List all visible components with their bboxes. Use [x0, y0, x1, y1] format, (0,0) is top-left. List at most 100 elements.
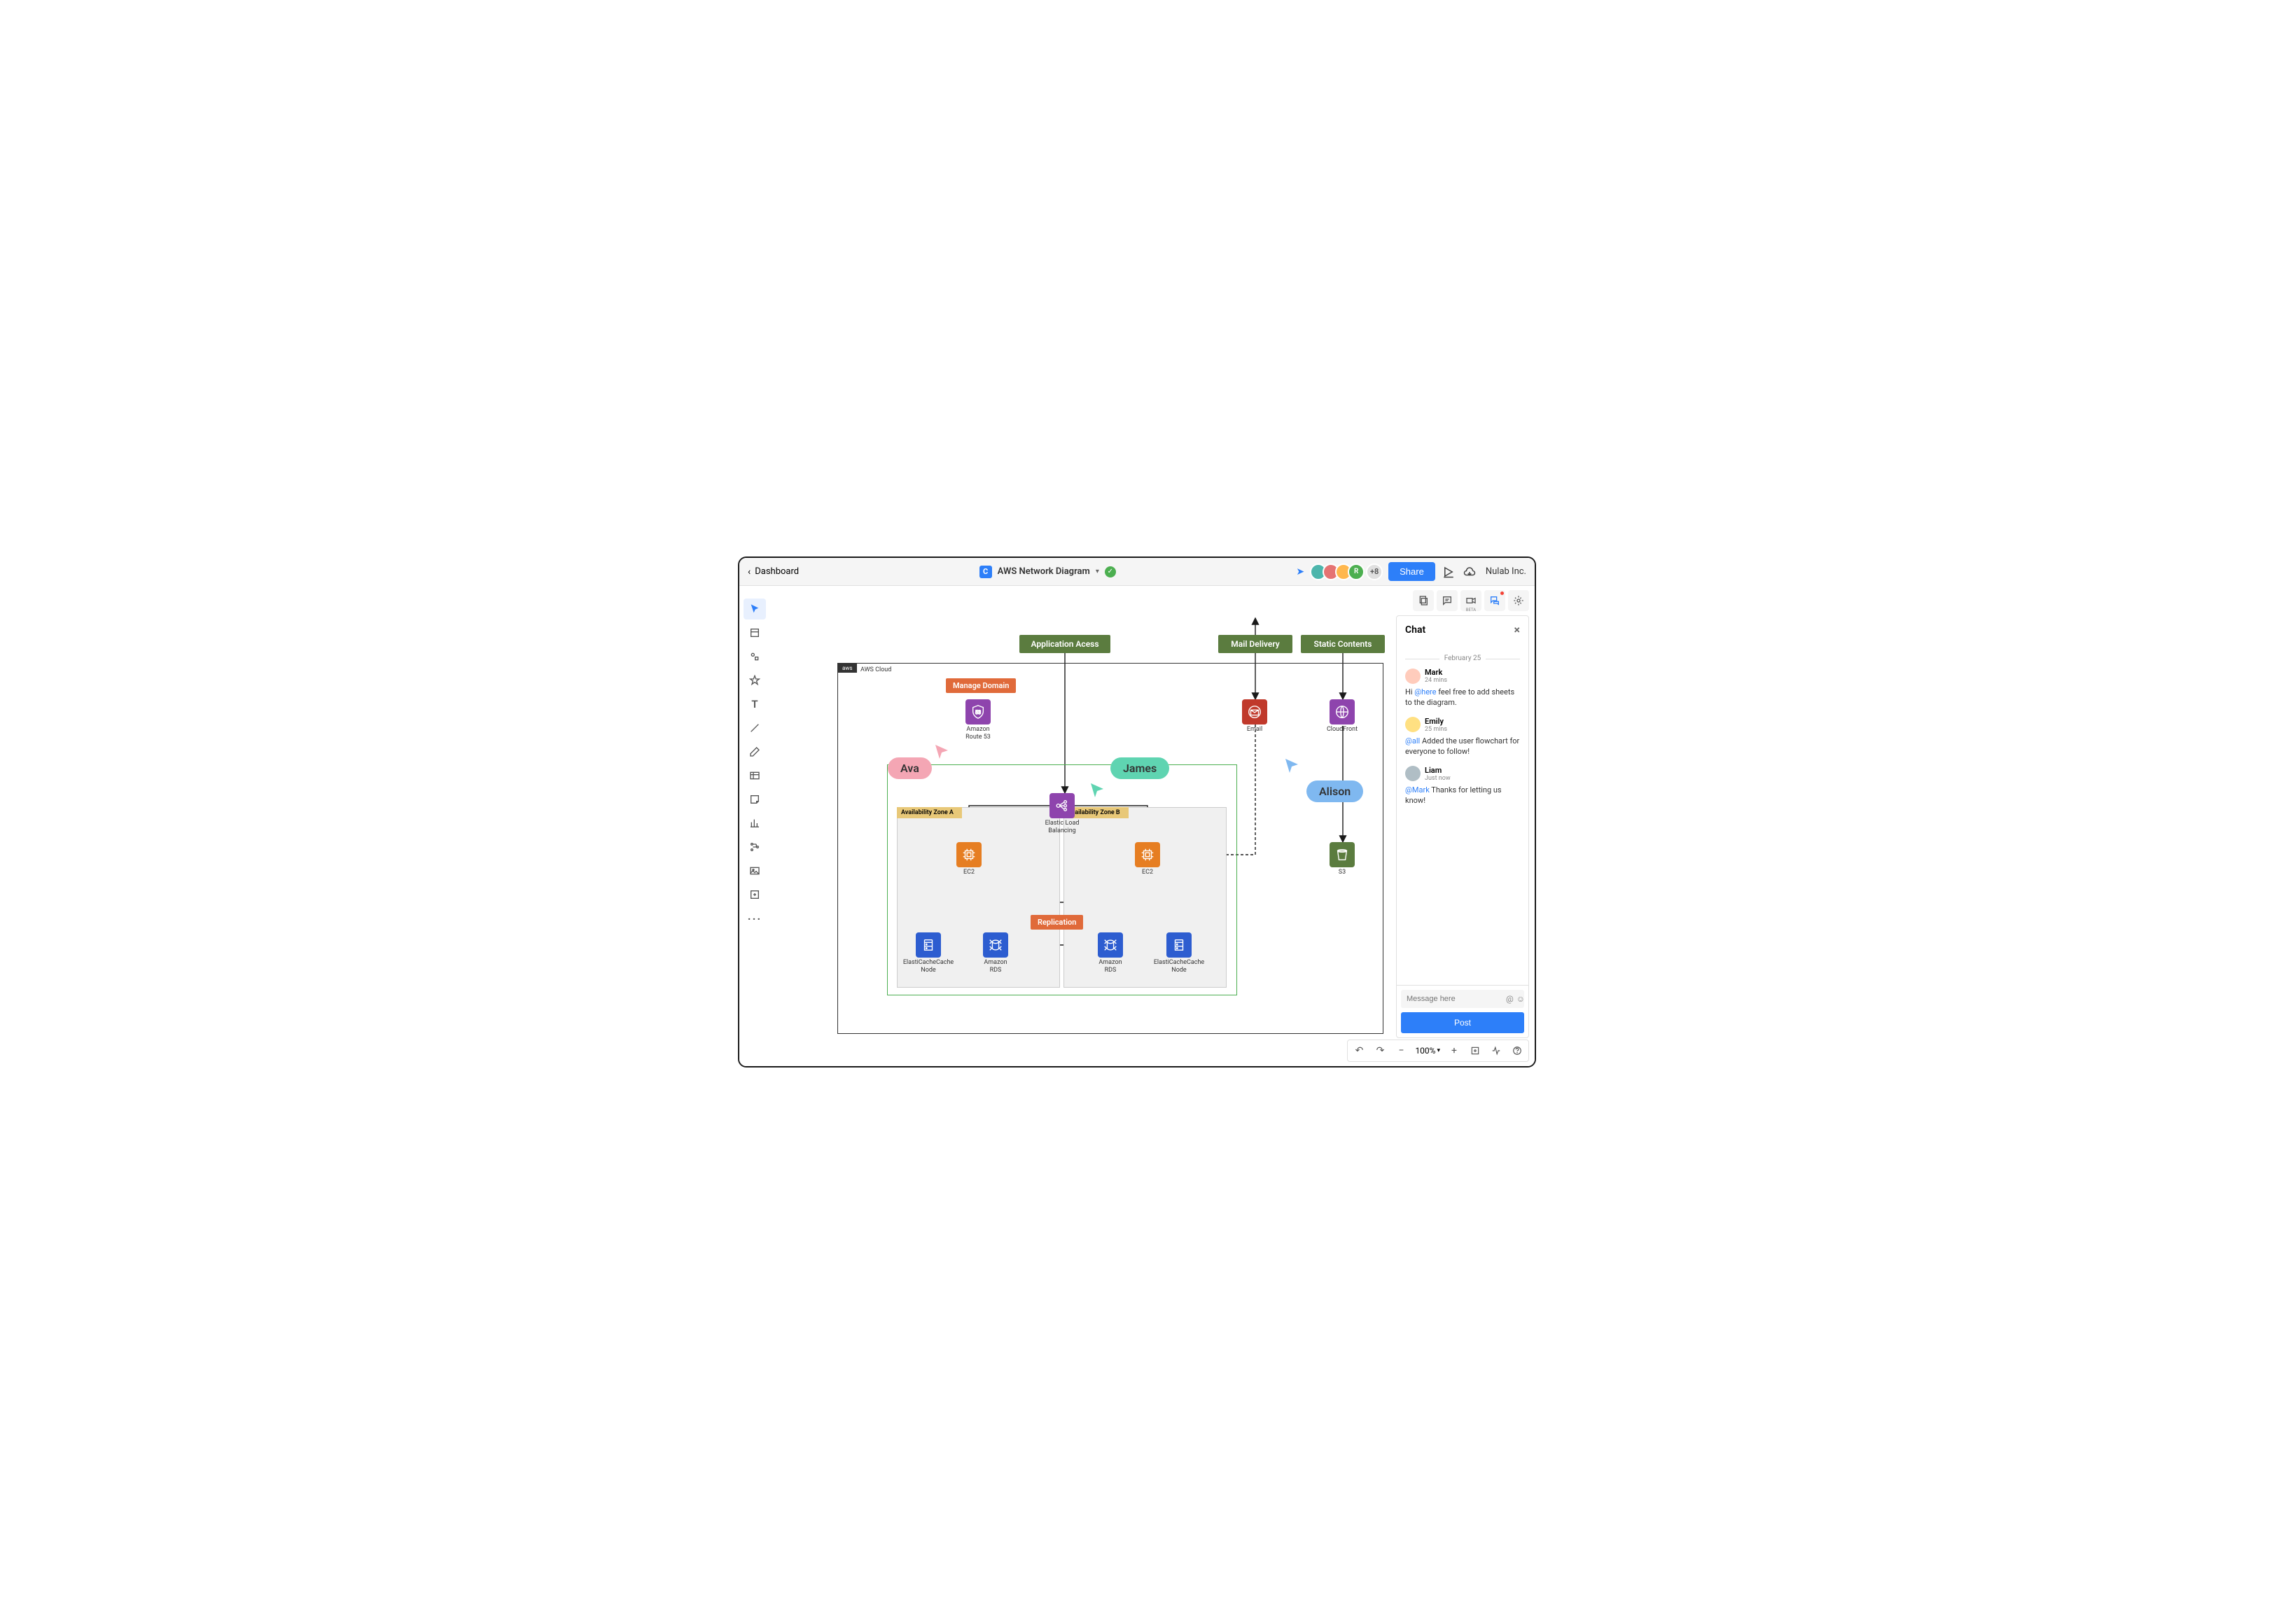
chat-title: Chat — [1405, 624, 1425, 636]
back-chevron-icon: ‹ — [748, 566, 751, 578]
zoom-in-button[interactable]: + — [1444, 1042, 1464, 1060]
chat-user-name: Emily — [1425, 717, 1447, 726]
aws-logo-icon: aws — [838, 664, 857, 673]
email-node[interactable] — [1242, 699, 1267, 724]
settings-icon[interactable] — [1508, 590, 1529, 611]
cursor-icon[interactable]: ➤ — [1296, 566, 1304, 578]
ec2_a-node[interactable] — [956, 842, 982, 867]
sheets-icon[interactable] — [1413, 590, 1434, 611]
comments-icon[interactable] — [1437, 590, 1458, 611]
document-title[interactable]: AWS Network Diagram — [998, 566, 1090, 577]
svg-text:53: 53 — [975, 709, 981, 715]
pen-tool[interactable] — [744, 741, 766, 762]
ec2_a-label: EC2 — [941, 869, 997, 876]
help-icon[interactable] — [1507, 1042, 1527, 1060]
left-toolbar: T ··· — [739, 593, 770, 934]
chart-tool[interactable] — [744, 813, 766, 834]
diagram-label[interactable]: Static Contents — [1301, 635, 1385, 653]
collaborator-cursor-icon — [934, 743, 951, 760]
chat-avatar — [1405, 717, 1421, 732]
more-tools[interactable]: ··· — [744, 908, 766, 929]
chat-user-name: Liam — [1425, 766, 1451, 775]
route53-label: AmazonRoute 53 — [950, 726, 1006, 741]
diagram-tag[interactable]: Replication — [1031, 915, 1083, 930]
image-tool[interactable] — [744, 860, 766, 881]
app-window: ‹ Dashboard C AWS Network Diagram ▾ ✓ ➤ … — [738, 556, 1536, 1068]
collaborator-cursor-icon — [1284, 757, 1301, 774]
elasticache_b-node[interactable] — [1166, 932, 1192, 958]
chat-message: Emily 25 mins @all Added the user flowch… — [1405, 717, 1520, 757]
share-button[interactable]: Share — [1388, 562, 1435, 581]
more-collaborators-count[interactable]: +8 — [1366, 564, 1383, 580]
ec2_b-label: EC2 — [1119, 869, 1176, 876]
chat-avatar — [1405, 766, 1421, 781]
activity-icon[interactable] — [1486, 1042, 1506, 1060]
shapes-tool[interactable] — [744, 646, 766, 667]
chat-input[interactable] — [1407, 995, 1506, 1003]
elb-label: Elastic LoadBalancing — [1034, 820, 1090, 835]
undo-button[interactable]: ↶ — [1349, 1042, 1369, 1060]
chat-message: Liam Just now @Mark Thanks for letting u… — [1405, 766, 1520, 806]
chat-avatar — [1405, 668, 1421, 684]
zoom-level[interactable]: 100% ▾ — [1412, 1046, 1443, 1056]
avatar[interactable]: R — [1348, 564, 1365, 580]
sticky-note-tool[interactable] — [744, 789, 766, 810]
collaborator-cursor-icon — [1089, 782, 1106, 799]
mention-icon[interactable]: @ — [1506, 994, 1514, 1004]
elb-node[interactable] — [1049, 793, 1075, 818]
select-tool[interactable] — [744, 598, 766, 620]
table-tool[interactable] — [744, 765, 766, 786]
chat-panel: Chat × February 25 Mark 24 mins Hi @here… — [1396, 615, 1529, 1038]
chevron-down-icon[interactable]: ▾ — [1096, 568, 1099, 575]
zoom-out-button[interactable]: − — [1391, 1042, 1411, 1060]
connection-tool[interactable] — [744, 836, 766, 858]
emoji-icon[interactable]: ☺ — [1516, 994, 1525, 1004]
diagram-label[interactable]: Application Acess — [1019, 635, 1110, 653]
chat-timestamp: 24 mins — [1425, 677, 1447, 684]
app-logo-icon: C — [979, 566, 992, 578]
chat-text: @all Added the user flowchart for everyo… — [1405, 736, 1520, 757]
cloudfront-node[interactable] — [1330, 699, 1355, 724]
s3-node[interactable] — [1330, 842, 1355, 867]
dashboard-label: Dashboard — [755, 566, 799, 577]
close-icon[interactable]: × — [1514, 623, 1521, 636]
line-tool[interactable] — [744, 718, 766, 738]
post-button[interactable]: Post — [1401, 1012, 1524, 1033]
chat-text: @Mark Thanks for letting us know! — [1405, 785, 1520, 806]
video-icon[interactable]: BETA — [1460, 590, 1481, 611]
breadcrumb[interactable]: ‹ Dashboard — [748, 566, 799, 578]
rds_a-label: AmazonRDS — [968, 959, 1024, 974]
diagram-label[interactable]: Mail Delivery — [1218, 635, 1292, 653]
present-icon[interactable] — [1441, 564, 1456, 580]
mention[interactable]: @all — [1405, 736, 1420, 746]
route53-node[interactable]: 53 — [965, 699, 991, 724]
collaborator-avatars[interactable]: R — [1310, 564, 1365, 580]
redo-button[interactable]: ↷ — [1370, 1042, 1390, 1060]
chat-user-name: Mark — [1425, 668, 1447, 677]
chat-timestamp: Just now — [1425, 775, 1451, 782]
s3-label: S3 — [1314, 869, 1370, 876]
diagram-tag[interactable]: Manage Domain — [946, 678, 1016, 693]
elasticache_b-label: ElastiCacheCacheNode — [1151, 959, 1207, 974]
ec2_b-node[interactable] — [1135, 842, 1160, 867]
collaborator-pill-ava: Ava — [888, 757, 932, 779]
chat-timestamp: 25 mins — [1425, 726, 1447, 733]
fit-screen-icon[interactable] — [1465, 1042, 1485, 1060]
elasticache_a-node[interactable] — [916, 932, 941, 958]
text-tool[interactable]: T — [744, 694, 766, 715]
frame-tool[interactable] — [744, 622, 766, 643]
rds_a-node[interactable] — [983, 932, 1008, 958]
star-tool[interactable] — [744, 670, 766, 691]
right-toolbar: BETA — [1413, 590, 1529, 611]
bottom-toolbar: ↶ ↷ − 100% ▾ + — [1347, 1040, 1529, 1062]
chat-message: Mark 24 mins Hi @here feel free to add s… — [1405, 668, 1520, 708]
rds_b-node[interactable] — [1098, 932, 1123, 958]
mention[interactable]: @here — [1414, 687, 1436, 696]
elasticache_a-label: ElastiCacheCacheNode — [900, 959, 956, 974]
chat-icon[interactable] — [1484, 590, 1505, 611]
collaborator-pill-alison: Alison — [1306, 780, 1363, 802]
mention[interactable]: @Mark — [1405, 785, 1430, 794]
cloud-download-icon[interactable] — [1462, 564, 1477, 580]
comment-tool[interactable] — [744, 884, 766, 905]
chat-date-divider: February 25 — [1405, 654, 1520, 662]
